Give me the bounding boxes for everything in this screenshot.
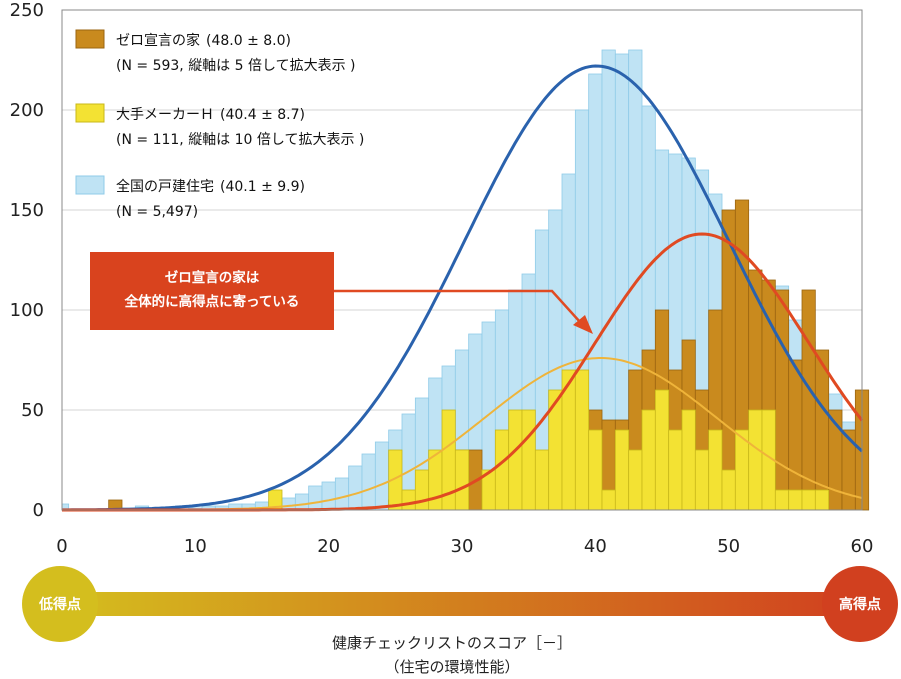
bar-series-0-score-18 — [294, 493, 310, 511]
fit-curve-series-0 — [62, 64, 864, 512]
bar-series-0-score-23 — [361, 453, 376, 511]
score-gradient-bar: 低得点 高得点 — [22, 566, 898, 642]
bar-series-2-score-39 — [574, 369, 590, 511]
bar-series-2-score-45 — [654, 389, 670, 511]
legend-national-note: (N = 5,497) — [116, 204, 198, 220]
y-tick-label: 250 — [10, 0, 44, 21]
y-tick-label: 50 — [21, 400, 44, 421]
plot-frame — [61, 9, 863, 511]
bar-series-2-score-48 — [694, 449, 710, 511]
annotation-arrow-head — [573, 315, 593, 334]
bar-series-2-score-26 — [401, 489, 416, 511]
legend-zero-name: ゼロ宣言の家 — [116, 32, 200, 49]
bar-series-0-score-20 — [321, 481, 336, 511]
bar-series-1-score-50 — [721, 209, 736, 511]
bar-series-0-score-21 — [334, 477, 350, 511]
bar-series-2-score-49 — [708, 429, 723, 511]
bar-series-2-score-52 — [748, 409, 763, 511]
bar-series-2-score-40 — [588, 429, 603, 511]
bar-series-2-score-54 — [774, 489, 790, 511]
high-score-badge — [822, 566, 898, 642]
annotation-callout: ゼロ宣言の家は 全体的に高得点に寄っている — [90, 252, 593, 334]
annotation-arrow-line — [334, 289, 581, 323]
x-tick-label: 50 — [717, 536, 740, 557]
bar-series-2-score-33 — [494, 429, 510, 511]
x-tick-label: 20 — [317, 536, 340, 557]
bar-series-2-score-43 — [628, 449, 643, 511]
legend-swatch-maker-h — [75, 103, 105, 123]
bar-series-2-score-44 — [641, 409, 656, 511]
bar-series-0-score-19 — [308, 485, 323, 511]
legend-national-name: 全国の戸建住宅 — [116, 178, 214, 195]
y-tick-label: 150 — [10, 200, 44, 221]
bar-series-1-score-55 — [788, 359, 803, 511]
annotation-box — [90, 252, 334, 330]
x-axis-ticks: 0 10 20 30 40 50 60 — [56, 536, 873, 557]
bar-series-2-score-36 — [534, 449, 550, 511]
bar-series-1-score-54 — [774, 289, 790, 511]
legend-maker-h-name: 大手メーカーＨ — [116, 107, 214, 123]
bar-series-0-score-17 — [281, 497, 296, 511]
bar-series-2-score-41 — [601, 489, 616, 511]
bar-series-2-score-30 — [454, 449, 470, 511]
bar-series-2-score-35 — [521, 409, 536, 511]
x-axis-subtitle: （住宅の環境性能） — [384, 658, 519, 676]
bar-series-2-score-42 — [614, 429, 630, 511]
y-tick-label: 100 — [10, 300, 44, 321]
bar-series-2-score-56 — [801, 489, 816, 511]
legend-maker-h-stats: (40.4 ± 8.7) — [220, 107, 305, 123]
bar-series-2-score-55 — [788, 489, 803, 511]
y-axis-ticks: 0 50 100 150 200 250 — [10, 0, 44, 521]
bar-series-2-score-46 — [668, 429, 683, 511]
legend-zero-stats: (48.0 ± 8.0) — [206, 33, 291, 49]
bar-series-2-score-27 — [414, 469, 430, 511]
legend-label-national: 全国の戸建住宅 (40.1 ± 9.9) — [116, 178, 305, 195]
x-tick-label: 0 — [56, 536, 67, 557]
low-score-label: 低得点 — [38, 596, 81, 613]
legend: ゼロ宣言の家 (48.0 ± 8.0) (N = 593, 縦軸は 5 倍して拡大… — [75, 29, 364, 220]
high-score-label: 高得点 — [839, 596, 881, 613]
x-tick-label: 30 — [451, 536, 474, 557]
y-tick-label: 200 — [10, 100, 44, 121]
legend-national-stats: (40.1 ± 9.9) — [220, 179, 305, 195]
legend-label-zero: ゼロ宣言の家 (48.0 ± 8.0) — [116, 32, 291, 49]
legend-zero-note: (N = 593, 縦軸は 5 倍して拡大表示 ) — [116, 58, 356, 74]
x-tick-label: 10 — [184, 536, 207, 557]
y-tick-label: 0 — [33, 500, 44, 521]
legend-swatch-national — [75, 175, 105, 195]
annotation-line-2: 全体的に高得点に寄っている — [124, 293, 300, 310]
bar-series-2-score-47 — [681, 409, 696, 511]
legend-label-maker-h: 大手メーカーＨ (40.4 ± 8.7) — [116, 107, 305, 123]
bar-series-2-score-50 — [721, 469, 736, 511]
bar-series-0-score-22 — [348, 465, 363, 511]
gradient-track — [60, 592, 860, 616]
bar-series-2-score-34 — [508, 409, 523, 511]
annotation-line-1: ゼロ宣言の家は — [165, 269, 260, 286]
low-score-badge — [22, 566, 98, 642]
x-axis-title: 健康チェックリストのスコア［－］ — [332, 634, 572, 652]
legend-swatch-zero — [75, 29, 105, 49]
x-tick-label: 60 — [851, 536, 874, 557]
legend-maker-h-note: (N = 111, 縦軸は 10 倍して拡大表示 ) — [116, 132, 364, 148]
bar-series-2-score-57 — [814, 489, 830, 511]
x-tick-label: 40 — [584, 536, 607, 557]
bar-series-0-score-24 — [374, 441, 390, 511]
